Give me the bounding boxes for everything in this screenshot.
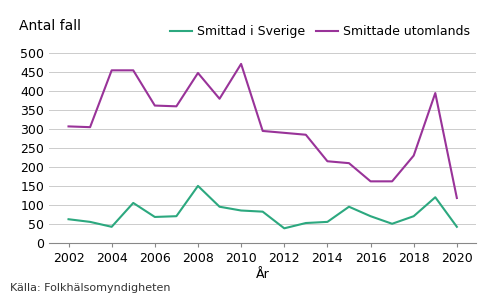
Smittade utomlands	[389, 180, 395, 183]
Smittad i Sverige	[281, 226, 287, 230]
Text: Källa: Folkhälsomyndigheten: Källa: Folkhälsomyndigheten	[10, 283, 170, 293]
Smittade utomlands	[130, 69, 136, 72]
Smittade utomlands	[238, 62, 244, 66]
Smittad i Sverige	[173, 214, 179, 218]
Smittade utomlands	[303, 133, 309, 136]
Smittade utomlands	[217, 97, 222, 101]
Smittad i Sverige	[389, 222, 395, 226]
Smittad i Sverige	[109, 225, 114, 229]
Smittade utomlands	[368, 180, 374, 183]
Smittade utomlands	[260, 129, 266, 133]
Line: Smittade utomlands: Smittade utomlands	[69, 64, 457, 198]
Smittade utomlands	[173, 104, 179, 108]
Smittad i Sverige	[260, 210, 266, 213]
Smittad i Sverige	[325, 220, 330, 224]
Smittade utomlands	[87, 126, 93, 129]
X-axis label: År: År	[256, 268, 270, 281]
Smittade utomlands	[325, 160, 330, 163]
Smittad i Sverige	[66, 218, 72, 221]
Smittad i Sverige	[87, 220, 93, 224]
Smittade utomlands	[281, 131, 287, 135]
Smittad i Sverige	[152, 215, 158, 219]
Legend: Smittad i Sverige, Smittade utomlands: Smittad i Sverige, Smittade utomlands	[170, 25, 470, 38]
Line: Smittad i Sverige: Smittad i Sverige	[69, 186, 457, 228]
Smittad i Sverige	[411, 214, 417, 218]
Smittade utomlands	[454, 196, 460, 200]
Smittad i Sverige	[238, 209, 244, 212]
Smittade utomlands	[346, 161, 352, 165]
Smittade utomlands	[195, 71, 201, 75]
Smittad i Sverige	[195, 184, 201, 188]
Smittade utomlands	[152, 104, 158, 107]
Smittad i Sverige	[346, 205, 352, 208]
Smittad i Sverige	[433, 195, 438, 199]
Smittad i Sverige	[130, 201, 136, 205]
Smittade utomlands	[411, 154, 417, 157]
Smittad i Sverige	[368, 214, 374, 218]
Smittad i Sverige	[303, 221, 309, 225]
Text: Antal fall: Antal fall	[19, 19, 81, 33]
Smittade utomlands	[433, 91, 438, 95]
Smittade utomlands	[109, 69, 114, 72]
Smittad i Sverige	[454, 225, 460, 229]
Smittade utomlands	[66, 125, 72, 128]
Smittad i Sverige	[217, 205, 222, 208]
